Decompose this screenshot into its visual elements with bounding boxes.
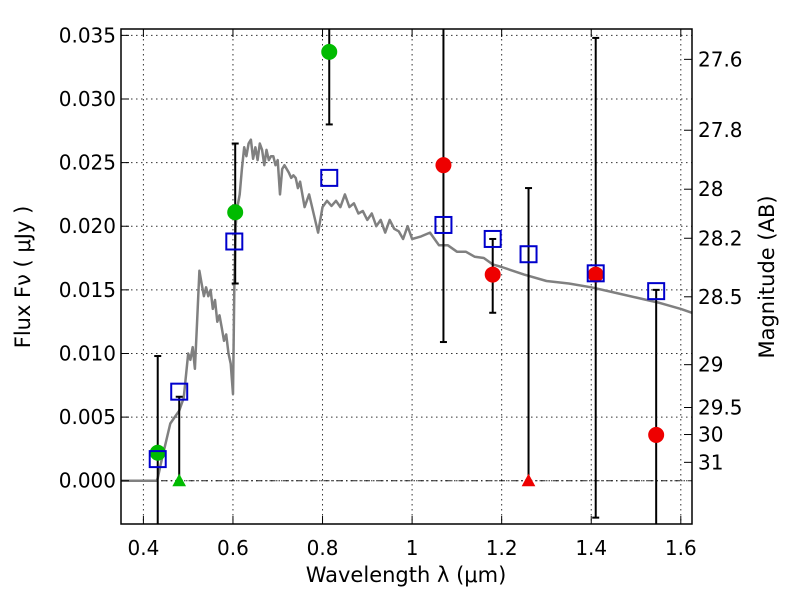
mag-tick-label: 30 (698, 423, 723, 447)
errorbar-layer (154, 29, 660, 524)
observed-red-point (587, 266, 604, 283)
marker-layer (148, 43, 666, 487)
model-point (320, 168, 339, 187)
y2-axis-label: Magnitude (AB) (755, 195, 779, 358)
observed-red-point (435, 157, 452, 174)
model-point (519, 245, 538, 264)
x-tick-label: 1.2 (486, 536, 518, 560)
mag-tick-label: 28.2 (698, 226, 743, 250)
model-point (647, 282, 666, 301)
model-point (434, 215, 453, 234)
x-tick-label: 0.6 (217, 536, 249, 560)
tick-layer (121, 29, 692, 524)
observed-green-point (227, 204, 244, 221)
observed-green-point (149, 444, 166, 461)
upper-limit-marker (521, 473, 536, 487)
model-point (483, 229, 502, 248)
y-tick-label: 0.030 (59, 87, 116, 111)
grid-layer (121, 29, 692, 524)
x-tick-label: 0.4 (127, 536, 159, 560)
y-tick-label: 0.010 (59, 341, 116, 365)
y-tick-label: 0.025 (59, 151, 116, 175)
template-layer (121, 138, 693, 482)
x-tick-label: 1.6 (665, 536, 697, 560)
model-point (148, 450, 167, 469)
y-tick-label: 0.020 (59, 214, 116, 238)
observed-green-point (321, 43, 338, 60)
mag-tick-label: 27.6 (698, 47, 743, 71)
y-tick-label: 0.005 (59, 405, 116, 429)
model-point (170, 382, 189, 401)
mag-tick-label: 29.5 (698, 396, 743, 420)
observed-red-point (648, 426, 665, 443)
mag-tick-label: 31 (698, 450, 723, 474)
y-tick-label: 0.035 (59, 23, 116, 47)
mag-tick-label: 28 (698, 177, 723, 201)
y-tick-label: 0.000 (59, 469, 116, 493)
label-layer: 0.4 0.6 0.8 1 1.2 1.4 1.6 0.000 0.005 0.010 0.015 0… (59, 23, 743, 560)
mag-tick-label: 28.5 (698, 285, 743, 309)
model-point (225, 232, 244, 251)
y-tick-label: 0.015 (59, 278, 116, 302)
x-axis-label: Wavelength λ (μm) (306, 563, 507, 587)
x-tick-label: 0.8 (307, 536, 339, 560)
mag-tick-label: 29 (698, 353, 723, 377)
template-sed-line (121, 138, 693, 482)
plot-frame (120, 28, 693, 525)
y-axis-label: Flux Fν ( μJy ) (11, 206, 35, 349)
model-point (586, 264, 605, 283)
mag-tick-label: 27.8 (698, 118, 743, 142)
upper-limit-marker (172, 473, 187, 487)
observed-red-point (484, 266, 501, 283)
x-tick-label: 1 (406, 536, 419, 560)
x-tick-label: 1.4 (575, 536, 607, 560)
